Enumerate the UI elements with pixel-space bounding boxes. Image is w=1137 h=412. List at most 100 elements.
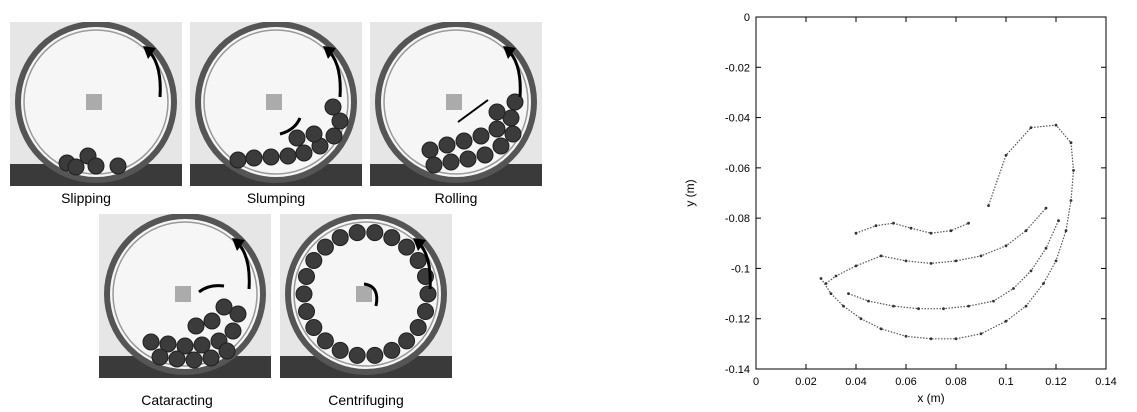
rotation-arrow-icon <box>237 243 251 290</box>
rotation-arrow-icon <box>413 238 426 251</box>
ball <box>316 238 334 256</box>
data-point <box>1004 244 1008 248</box>
ball <box>215 298 233 316</box>
ball <box>383 229 401 247</box>
data-point <box>834 274 838 278</box>
ball <box>421 141 439 159</box>
ball <box>224 322 242 340</box>
panel-caption: Rolling <box>434 190 478 206</box>
data-point <box>1057 219 1060 223</box>
x-tick-label: 0.14 <box>1095 376 1116 388</box>
ball <box>316 332 334 350</box>
data-point <box>1069 141 1073 145</box>
trajectory-series-line <box>825 207 1047 284</box>
ball <box>476 146 494 164</box>
ball <box>472 127 490 145</box>
data-point <box>1064 229 1068 233</box>
data-point <box>1029 269 1033 273</box>
rotation-arrow-icon <box>143 46 156 59</box>
y-tick-label: -0.02 <box>725 62 750 74</box>
rotation-arrow-icon <box>323 46 336 59</box>
ball <box>488 120 506 138</box>
ball <box>229 305 247 323</box>
data-point <box>954 259 958 263</box>
motion-arrow-icon <box>457 99 489 123</box>
data-point <box>967 221 970 225</box>
data-point <box>1044 206 1048 210</box>
ball <box>492 137 510 155</box>
photo-panel-rolling <box>370 22 542 186</box>
photo-panel-slumping <box>190 22 362 186</box>
data-point <box>942 307 945 311</box>
data-point <box>929 337 933 341</box>
ball <box>218 342 236 360</box>
ball <box>305 252 323 269</box>
ball <box>419 285 437 303</box>
ball <box>295 144 313 162</box>
photo-panel-slipping <box>10 22 182 186</box>
ball <box>193 336 211 354</box>
drum-inner-rim <box>112 221 258 367</box>
drum-photo <box>99 214 271 378</box>
data-point <box>892 304 895 308</box>
ball <box>245 149 263 167</box>
plot-frame <box>755 16 1107 370</box>
x-tick-label: 0.02 <box>795 376 816 388</box>
drum-photo <box>370 22 542 186</box>
data-point <box>917 307 920 311</box>
drum-inner-rim <box>203 29 349 175</box>
ball <box>295 285 313 303</box>
data-point <box>879 327 883 331</box>
ball <box>348 346 366 364</box>
data-point <box>1054 123 1058 127</box>
data-point <box>1029 126 1033 129</box>
data-point <box>1042 282 1045 285</box>
data-point <box>1054 259 1058 263</box>
data-point <box>929 262 933 265</box>
ball <box>185 351 203 369</box>
data-point <box>929 231 933 235</box>
drum-inner-rim <box>383 29 529 175</box>
y-tick-label: -0.06 <box>725 163 750 175</box>
drum-inner-rim <box>293 221 439 367</box>
rotation-arrow-icon <box>418 243 432 290</box>
ball <box>459 150 477 168</box>
ball <box>288 129 306 147</box>
ball <box>67 158 85 176</box>
drum-axle <box>266 94 282 110</box>
data-point <box>1072 169 1075 172</box>
y-tick-label: -0.08 <box>725 213 750 225</box>
ball <box>279 147 297 165</box>
data-point <box>979 332 983 336</box>
ball <box>506 93 524 111</box>
ball <box>142 333 160 351</box>
ball <box>109 157 127 175</box>
data-point <box>1024 229 1028 233</box>
ball <box>325 127 343 145</box>
data-point <box>949 229 953 233</box>
photo-panel-centrifuging <box>280 214 452 378</box>
data-point <box>847 292 850 295</box>
data-point <box>954 337 958 341</box>
ball <box>442 153 460 171</box>
data-point <box>819 277 823 280</box>
data-point <box>1044 246 1048 250</box>
drum-photo <box>190 22 362 186</box>
ball <box>504 125 522 143</box>
motion-arrow-icon <box>198 284 225 294</box>
x-tick-label: 0.12 <box>1045 376 1066 388</box>
ball <box>262 148 280 166</box>
y-tick-label: -0.1 <box>731 263 750 275</box>
panel-caption: Centrifuging <box>328 392 404 408</box>
data-point <box>904 259 908 263</box>
ball <box>348 224 366 242</box>
x-tick-label: 0 <box>753 376 759 388</box>
ball <box>305 125 323 143</box>
rotation-arrow-icon <box>508 51 522 98</box>
ball <box>151 348 169 366</box>
photo-panel-cataracting <box>99 214 271 378</box>
panel-caption: Cataracting <box>141 392 213 408</box>
data-point <box>879 254 883 258</box>
y-tick-label: -0.12 <box>725 314 750 326</box>
data-point <box>829 292 833 295</box>
